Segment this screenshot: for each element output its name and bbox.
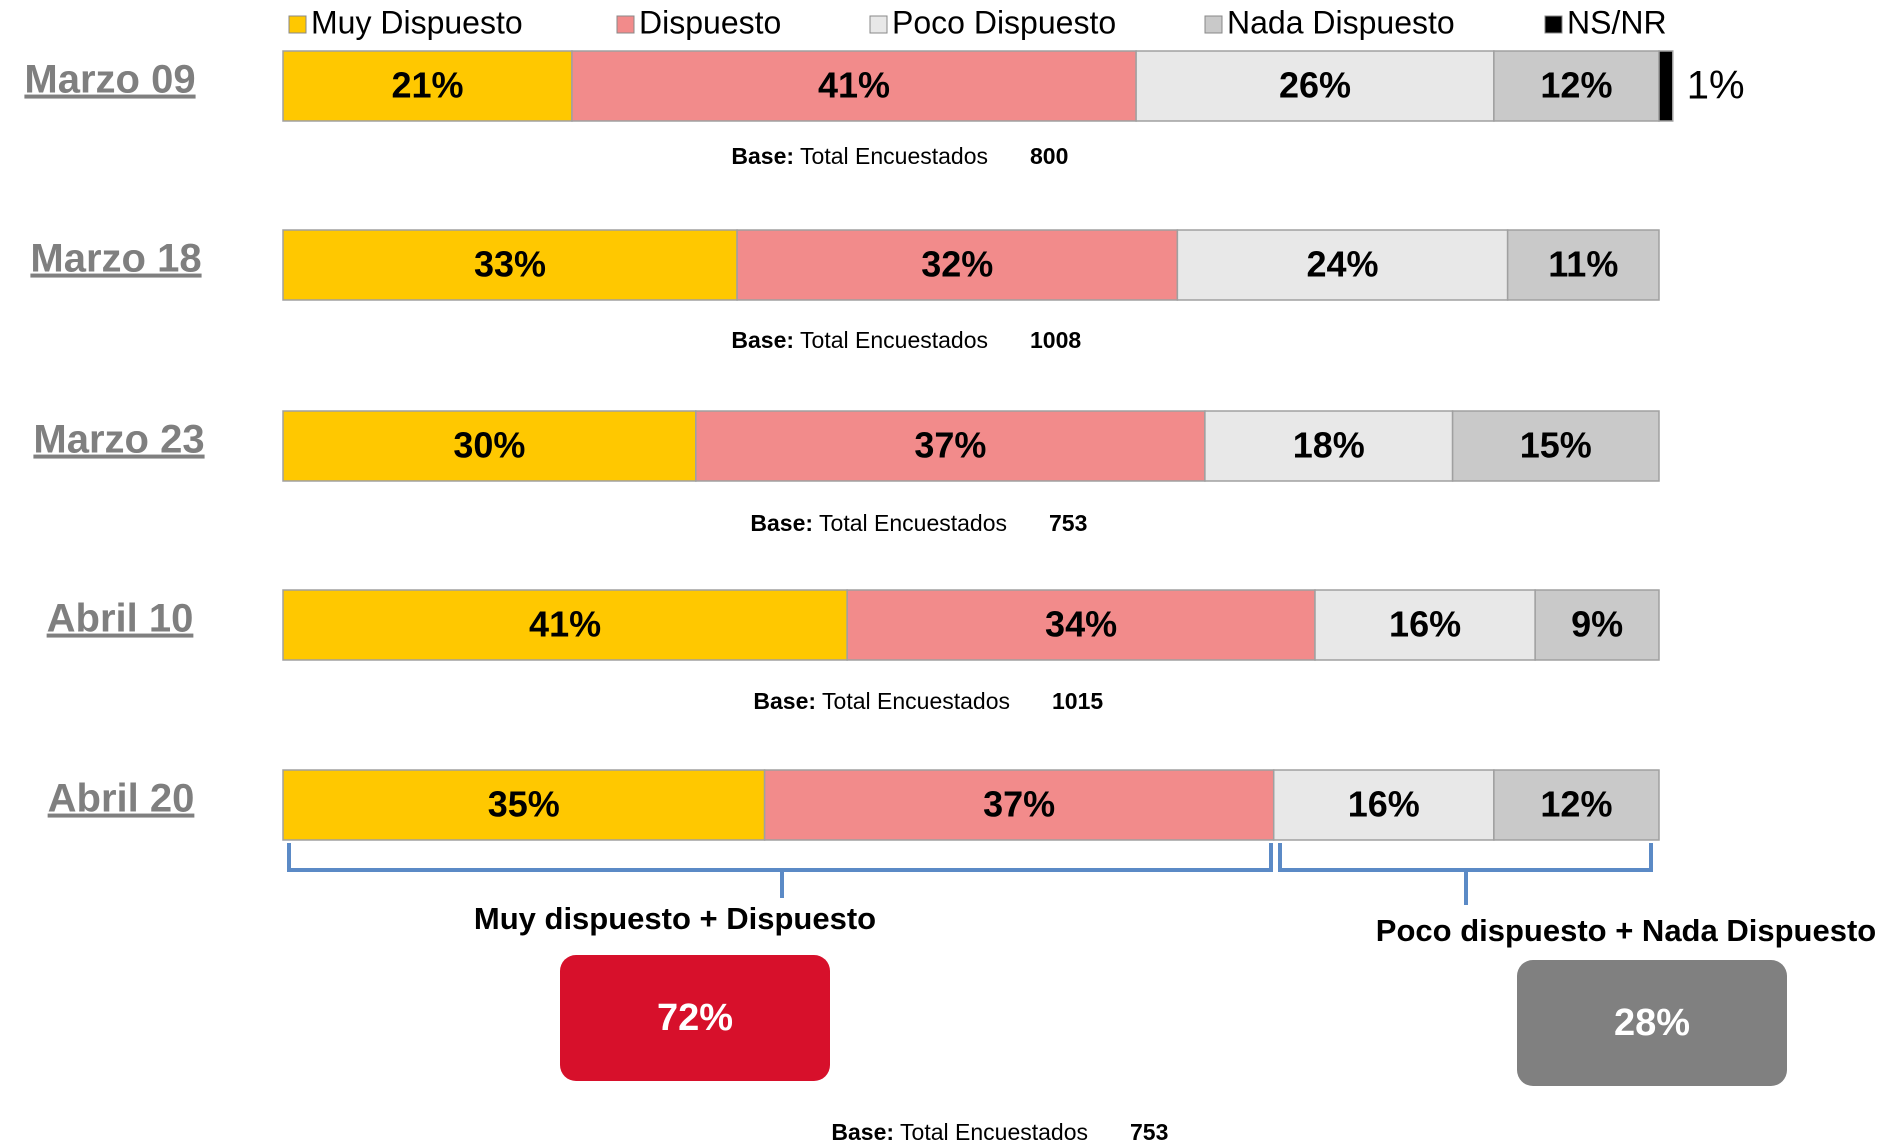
category-label: Marzo 09 [24, 58, 195, 102]
data-label: 1% [1687, 64, 1745, 108]
base-label: Base: [750, 510, 813, 536]
bar-segment [282, 50, 573, 122]
legend-swatch [1204, 15, 1223, 34]
bar-segment [1534, 589, 1660, 661]
data-label: 16% [1348, 784, 1420, 825]
bar-segment [736, 229, 1179, 301]
category-label: Marzo 23 [33, 418, 204, 462]
data-label: 26% [1279, 65, 1351, 106]
group-label: Muy dispuesto + Dispuesto [474, 901, 876, 936]
category-label: Abril 20 [48, 777, 195, 821]
base-value: 800 [1030, 143, 1068, 169]
base-text: Total Encuestados [900, 1119, 1088, 1145]
base-label: Base: [831, 1119, 894, 1145]
base-text: Total Encuestados [822, 688, 1010, 714]
base-note: Base: Total Encuestados [831, 1119, 1088, 1145]
bar-segment [282, 410, 697, 482]
data-label: 41% [529, 604, 601, 645]
braces [287, 843, 1653, 905]
base-label: Base: [731, 143, 794, 169]
bar-segment [282, 769, 766, 841]
bar-segment [1451, 410, 1660, 482]
bar-segment [846, 589, 1316, 661]
category-label: Marzo 18 [30, 237, 201, 281]
bar-segment [1493, 50, 1660, 122]
brace-right [1278, 843, 1653, 905]
group-label: Poco dispuesto + Nada Dispuesto [1376, 913, 1876, 948]
data-label: 24% [1306, 244, 1378, 285]
base-value: 1008 [1030, 327, 1081, 353]
legend-swatch [288, 15, 307, 34]
base-value: 1015 [1052, 688, 1103, 714]
data-label: 30% [453, 425, 525, 466]
data-label: 32% [921, 244, 993, 285]
legend-label: Poco Dispuesto [892, 4, 1116, 40]
data-label: 16% [1389, 604, 1461, 645]
bar-segment [1658, 50, 1674, 122]
bar-segment [282, 589, 848, 661]
data-label: 18% [1293, 425, 1365, 466]
data-label: 37% [983, 784, 1055, 825]
base-value: 753 [1049, 510, 1087, 536]
base-label: Base: [753, 688, 816, 714]
data-label: 21% [391, 65, 463, 106]
base-note: Base: Total Encuestados [750, 510, 1007, 536]
data-label: 41% [818, 65, 890, 106]
legend-swatch [869, 15, 888, 34]
legend-label: Dispuesto [639, 4, 781, 40]
base-value: 753 [1130, 1119, 1168, 1145]
bar-segment [282, 229, 738, 301]
legend-swatch [1544, 15, 1563, 34]
data-label: 11% [1548, 244, 1618, 285]
legend-label: Muy Dispuesto [311, 4, 523, 40]
data-label: 12% [1540, 65, 1612, 106]
bar-segment [1176, 229, 1509, 301]
category-label: Abril 10 [47, 597, 194, 641]
base-note: Base: Total Encuestados [731, 143, 988, 169]
bar-segment [1506, 229, 1660, 301]
data-label: 35% [488, 784, 560, 825]
brace-left [287, 843, 1273, 898]
bar-segment [695, 410, 1206, 482]
data-label: 15% [1520, 425, 1592, 466]
data-label: 9% [1571, 604, 1623, 645]
base-note: Base: Total Encuestados [731, 327, 988, 353]
bar-segment [763, 769, 1275, 841]
data-label: 34% [1045, 604, 1117, 645]
legend-swatch [616, 15, 635, 34]
bar-segment [1272, 769, 1495, 841]
group-box [1517, 960, 1787, 1086]
base-label: Base: [731, 327, 794, 353]
bar-segment [571, 50, 1137, 122]
group-value: 28% [1614, 1002, 1690, 1044]
base-text: Total Encuestados [819, 510, 1007, 536]
base-text: Total Encuestados [800, 143, 988, 169]
bar-segment [1135, 50, 1495, 122]
data-label: 33% [474, 244, 546, 285]
data-label: 37% [914, 425, 986, 466]
base-text: Total Encuestados [800, 327, 988, 353]
group-box [560, 955, 830, 1081]
legend-label: Nada Dispuesto [1227, 4, 1455, 40]
base-note: Base: Total Encuestados [753, 688, 1010, 714]
data-label: 12% [1540, 784, 1612, 825]
legend-label: NS/NR [1567, 4, 1667, 40]
group-value: 72% [657, 997, 733, 1039]
bar-segment [1493, 769, 1660, 841]
